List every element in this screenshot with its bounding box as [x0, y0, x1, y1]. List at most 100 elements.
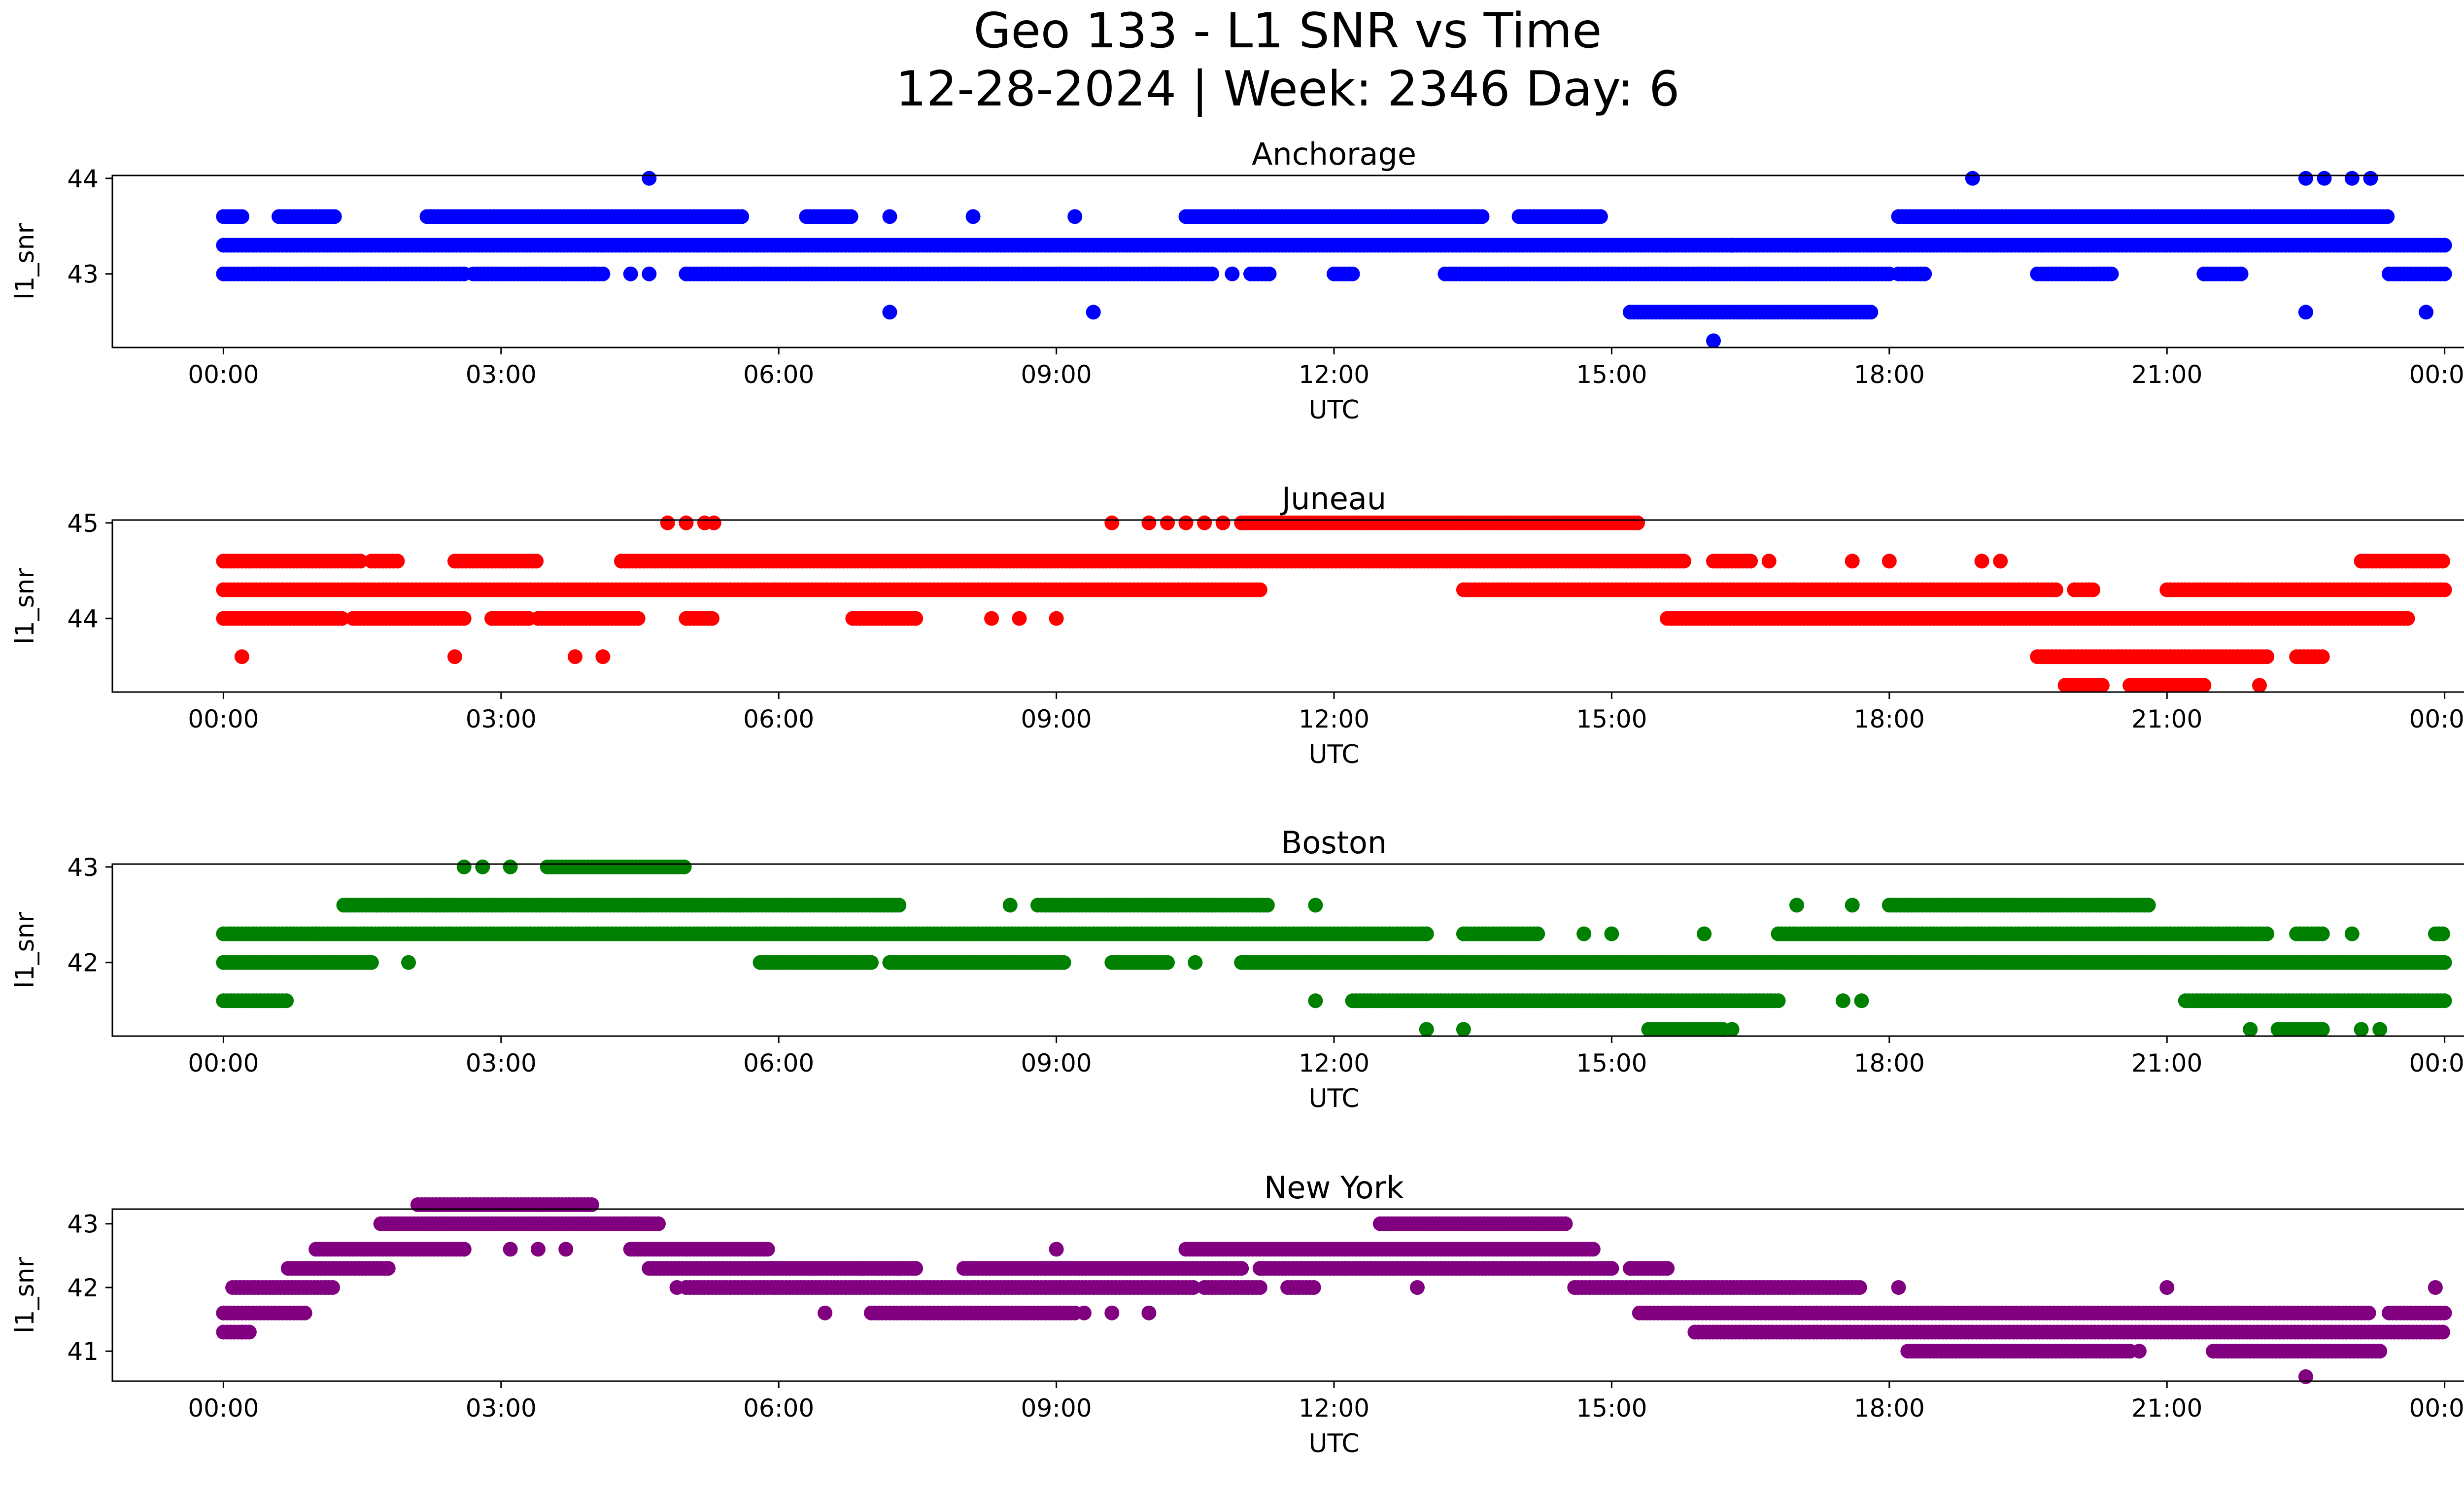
data-point — [2141, 898, 2156, 913]
data-point — [529, 554, 544, 569]
data-point — [568, 649, 582, 664]
data-point — [660, 515, 675, 530]
data-point — [2437, 582, 2452, 597]
data-point — [475, 859, 490, 874]
data-point — [984, 611, 999, 626]
subplot-title: Boston — [1281, 825, 1387, 861]
data-point — [2437, 238, 2452, 253]
data-point — [1204, 266, 1220, 281]
data-point — [1252, 582, 1267, 597]
data-point — [1593, 209, 1608, 224]
data-point — [2298, 305, 2313, 320]
data-point — [706, 515, 721, 530]
data-point — [1845, 898, 1860, 913]
data-point — [1215, 515, 1231, 530]
data-point — [1724, 1022, 1740, 1037]
data-point — [1993, 554, 2008, 569]
data-point — [1604, 926, 1619, 941]
data-point — [2233, 266, 2249, 281]
data-point — [1104, 515, 1120, 530]
data-point — [882, 209, 897, 224]
data-point — [623, 266, 638, 281]
x-axis-label: UTC — [1308, 395, 1359, 425]
data-points — [216, 171, 2452, 348]
data-point — [380, 1261, 396, 1276]
data-point — [2086, 582, 2100, 597]
data-point — [2317, 171, 2332, 186]
data-point — [1743, 554, 1758, 569]
x-tick-label: 03:00 — [466, 705, 537, 733]
x-axis-label: UTC — [1308, 740, 1359, 769]
data-points — [216, 859, 2452, 1037]
data-point — [1188, 955, 1203, 970]
data-point — [234, 649, 249, 664]
data-point — [1456, 1022, 1471, 1037]
data-point — [843, 209, 858, 224]
data-point — [630, 611, 646, 626]
data-point — [1160, 955, 1175, 970]
data-point — [401, 955, 416, 970]
data-point — [586, 266, 601, 281]
data-point — [864, 955, 879, 970]
data-point — [447, 649, 462, 664]
x-tick-label: 12:00 — [1299, 705, 1369, 733]
data-point — [279, 993, 294, 1008]
subplot-title: Juneau — [1280, 481, 1386, 517]
data-point — [882, 305, 897, 320]
x-tick-label: 06:00 — [743, 1049, 814, 1078]
data-point — [2435, 926, 2450, 941]
data-point — [965, 209, 981, 224]
x-tick-label: 06:00 — [743, 360, 814, 389]
data-point — [1854, 993, 1869, 1008]
x-tick-label: 21:00 — [2131, 1049, 2202, 1078]
x-tick-label: 09:00 — [1021, 1049, 1092, 1078]
data-point — [2104, 266, 2119, 281]
data-point — [1724, 238, 1740, 253]
data-point — [2354, 1022, 2369, 1037]
data-point — [2400, 611, 2415, 626]
data-point — [456, 611, 472, 626]
data-point — [595, 649, 611, 664]
data-point — [1012, 611, 1027, 626]
subplot-title: New York — [1264, 1170, 1404, 1206]
data-point — [1974, 554, 1989, 569]
data-point — [677, 859, 692, 874]
data-point — [1197, 515, 1212, 530]
x-tick-label: 09:00 — [1021, 705, 1092, 733]
y-tick-label: 43 — [67, 853, 99, 882]
data-point — [1474, 209, 1490, 224]
data-point — [2243, 1022, 2258, 1037]
plot-frame — [111, 519, 2464, 693]
x-tick-label: 18:00 — [1854, 360, 1925, 389]
data-point — [2344, 926, 2360, 941]
x-tick-label: 00:00 — [188, 360, 259, 389]
y-tick-label: 44 — [67, 165, 99, 193]
data-point — [2259, 649, 2275, 664]
data-point — [908, 1261, 924, 1276]
data-point — [2252, 678, 2267, 693]
x-axis-label: UTC — [1308, 1084, 1359, 1113]
data-point — [642, 171, 657, 186]
data-point — [2437, 266, 2452, 281]
data-point — [503, 859, 518, 874]
data-point — [1761, 554, 1777, 569]
data-point — [364, 955, 379, 970]
y-tick-label: 45 — [67, 509, 99, 538]
x-tick-label: 15:00 — [1576, 705, 1647, 733]
data-point — [1086, 305, 1101, 320]
data-point — [908, 611, 924, 626]
x-tick-label: 00:00 — [2409, 705, 2464, 733]
data-point — [1067, 209, 1083, 224]
data-point — [2259, 926, 2275, 941]
data-point — [734, 209, 750, 224]
data-point — [2419, 305, 2434, 320]
data-point — [1845, 554, 1860, 569]
y-axis-label: l1_snr — [10, 911, 40, 988]
data-point — [651, 1216, 666, 1231]
data-point — [1863, 305, 1879, 320]
x-tick-label: 06:00 — [743, 705, 814, 733]
data-point — [1056, 955, 1071, 970]
data-point — [1882, 554, 1897, 569]
